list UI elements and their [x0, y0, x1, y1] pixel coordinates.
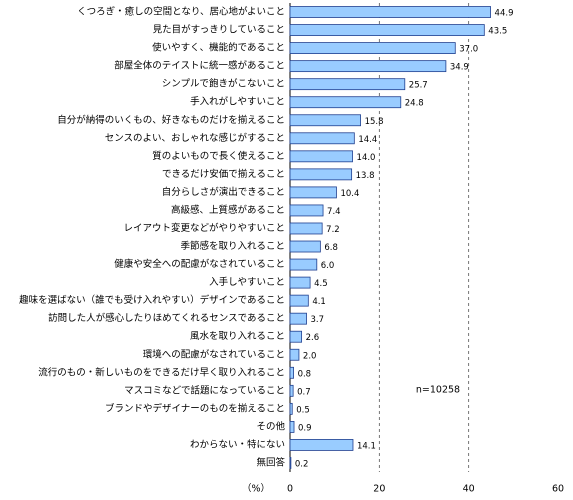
y-tick-label: 高級感、上質感があること	[171, 204, 285, 216]
value-label: 0.7	[297, 387, 311, 397]
value-label: 0.8	[298, 369, 312, 379]
value-label: 15.8	[365, 117, 384, 127]
x-tick-label: 0	[287, 484, 293, 495]
value-label: 14.0	[357, 153, 376, 163]
y-tick-label: 環境への配慮がなされていること	[143, 348, 285, 360]
y-tick-label: 自分らしさが演出できること	[162, 186, 285, 198]
value-label: 44.9	[495, 9, 514, 19]
x-tick-label: 20	[373, 484, 385, 495]
bar	[289, 150, 353, 163]
value-label: 0.9	[298, 423, 312, 433]
y-tick-label: くつろぎ・癒しの空間となり、居心地がよいこと	[77, 6, 285, 18]
x-tick-label: 40	[463, 484, 475, 495]
value-label: 13.8	[356, 171, 375, 181]
bar	[289, 258, 318, 271]
y-tick-label: センスのよい、おしゃれな感じがすること	[105, 132, 285, 144]
bar	[289, 222, 323, 235]
bar	[289, 294, 309, 307]
value-label: 0.5	[296, 405, 310, 415]
bar	[289, 312, 307, 325]
bar	[289, 384, 294, 397]
y-tick-label: マスコミなどで話題になっていること	[124, 384, 285, 396]
bar	[289, 240, 321, 253]
value-label: 6.8	[324, 243, 338, 253]
value-label: 2.0	[303, 351, 317, 361]
y-tick-label: ブランドやデザイナーのものを揃えること	[105, 402, 285, 414]
bar	[289, 330, 303, 343]
y-tick-label: シンプルで飽きがこないこと	[162, 78, 285, 90]
value-label: 14.4	[358, 135, 377, 145]
bar	[289, 96, 402, 109]
value-label: 3.7	[311, 315, 325, 325]
bar	[289, 421, 295, 433]
value-label: 0.2	[295, 459, 309, 469]
value-label: 4.5	[314, 279, 328, 289]
y-tick-label: 健康や安全への配慮がなされていること	[114, 258, 285, 270]
value-label: 6.0	[321, 261, 335, 271]
y-tick-label: 訪問した人が感心したりほめてくれるセンスであること	[48, 312, 285, 324]
value-label: 2.6	[306, 333, 320, 343]
y-tick-label: 使いやすく、機能的であること	[152, 42, 285, 54]
bar	[289, 78, 406, 91]
y-tick-label: レイアウト変更などがやりやすいこと	[123, 222, 285, 234]
bar	[289, 457, 292, 469]
y-tick-label: 趣味を選ばない（誰でも受け入れやすい）デザインであること	[19, 294, 285, 306]
y-tick-label: 質のよいもので長く使えること	[152, 150, 285, 162]
y-tick-label: 見た目がすっきりしていること	[153, 24, 285, 36]
bar	[289, 276, 311, 289]
value-label: 25.7	[409, 81, 428, 91]
annotation: n=10258	[416, 385, 460, 396]
y-tick-label: できるだけ安価で揃えること	[162, 168, 285, 180]
value-label: 10.4	[340, 189, 359, 199]
bar	[289, 132, 355, 145]
value-label: 7.2	[326, 225, 340, 235]
bar	[289, 366, 294, 379]
y-tick-label: わからない・特にない	[190, 438, 285, 450]
bar	[289, 168, 353, 181]
value-label: 37.0	[459, 45, 478, 55]
value-label: 34.9	[450, 63, 469, 73]
value-label: 7.4	[327, 207, 341, 217]
x-axis-label: （%）	[242, 483, 270, 495]
bar	[289, 114, 361, 127]
y-tick-label: 流行のもの・新しいものをできるだけ早く取り入れること	[38, 366, 285, 378]
bar	[289, 24, 485, 36]
x-tick-label: 60	[552, 484, 564, 495]
bar	[289, 42, 456, 54]
y-tick-label: 手入れがしやすいこと	[190, 96, 285, 108]
value-label: 4.1	[312, 297, 326, 307]
y-tick-label: 風水を取り入れること	[190, 330, 285, 342]
y-tick-label: 季節感を取り入れること	[180, 240, 285, 252]
bar	[289, 439, 354, 451]
y-tick-label: 無回答	[256, 456, 285, 468]
value-label: 43.5	[488, 27, 507, 37]
bar	[289, 60, 447, 73]
bar	[289, 186, 337, 199]
bar	[289, 348, 300, 361]
bar	[289, 204, 324, 217]
bar	[289, 6, 491, 18]
y-tick-label: 入手しやすいこと	[209, 276, 285, 288]
value-label: 24.8	[405, 99, 424, 109]
y-tick-label: その他	[256, 420, 285, 432]
y-tick-label: 自分が納得のいくもの、好きなものだけを揃えること	[57, 114, 285, 126]
value-label: 14.1	[357, 441, 376, 451]
bar	[289, 402, 293, 415]
y-tick-label: 部屋全体のテイストに統一感があること	[114, 60, 285, 72]
